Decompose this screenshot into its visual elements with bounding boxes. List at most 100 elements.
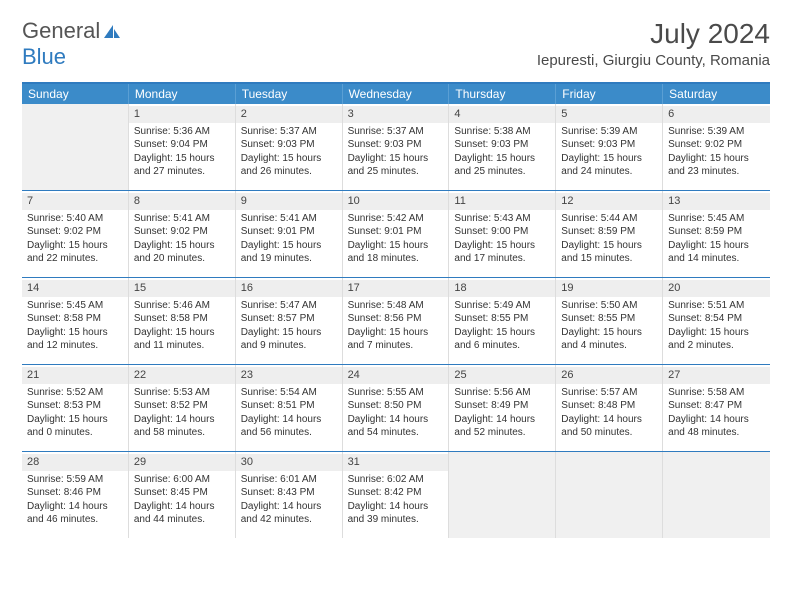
sunrise-line: Sunrise: 5:57 AM: [561, 386, 657, 400]
sunset-line: Sunset: 8:54 PM: [668, 312, 765, 326]
sunset-line: Sunset: 8:59 PM: [561, 225, 657, 239]
sunrise-line: Sunrise: 5:37 AM: [241, 125, 337, 139]
day-number: 28: [22, 454, 128, 471]
sunset-line: Sunset: 9:03 PM: [241, 138, 337, 152]
calendar-day: 14Sunrise: 5:45 AMSunset: 8:58 PMDayligh…: [22, 278, 129, 364]
calendar-day: 2Sunrise: 5:37 AMSunset: 9:03 PMDaylight…: [236, 104, 343, 190]
day-number: 13: [663, 193, 770, 210]
sunrise-line: Sunrise: 6:02 AM: [348, 473, 444, 487]
sunset-line: Sunset: 8:55 PM: [561, 312, 657, 326]
day-number: 15: [129, 280, 235, 297]
sunrise-line: Sunrise: 5:38 AM: [454, 125, 550, 139]
daylight-line: Daylight: 15 hours and 17 minutes.: [454, 239, 550, 266]
daylight-line: Daylight: 15 hours and 6 minutes.: [454, 326, 550, 353]
calendar-day-empty: [663, 452, 770, 538]
sunrise-line: Sunrise: 5:50 AM: [561, 299, 657, 313]
logo: GeneralBlue: [22, 18, 123, 70]
weekday-header: Thursday: [449, 84, 556, 104]
sunrise-line: Sunrise: 5:51 AM: [668, 299, 765, 313]
sunrise-line: Sunrise: 5:45 AM: [668, 212, 765, 226]
sunrise-line: Sunrise: 5:59 AM: [27, 473, 123, 487]
sunset-line: Sunset: 9:00 PM: [454, 225, 550, 239]
calendar-week-row: 7Sunrise: 5:40 AMSunset: 9:02 PMDaylight…: [22, 190, 770, 277]
calendar-day-empty: [449, 452, 556, 538]
sunrise-line: Sunrise: 5:56 AM: [454, 386, 550, 400]
calendar-day-empty: [556, 452, 663, 538]
sunset-line: Sunset: 8:58 PM: [134, 312, 230, 326]
sunset-line: Sunset: 8:42 PM: [348, 486, 444, 500]
weekday-header: Saturday: [663, 84, 770, 104]
daylight-line: Daylight: 15 hours and 0 minutes.: [27, 413, 123, 440]
sunset-line: Sunset: 8:46 PM: [27, 486, 123, 500]
calendar-day: 15Sunrise: 5:46 AMSunset: 8:58 PMDayligh…: [129, 278, 236, 364]
sunrise-line: Sunrise: 5:58 AM: [668, 386, 765, 400]
sunset-line: Sunset: 8:59 PM: [668, 225, 765, 239]
calendar-day: 24Sunrise: 5:55 AMSunset: 8:50 PMDayligh…: [343, 365, 450, 451]
calendar-week-row: 14Sunrise: 5:45 AMSunset: 8:58 PMDayligh…: [22, 277, 770, 364]
day-number: 1: [129, 106, 235, 123]
daylight-line: Daylight: 14 hours and 54 minutes.: [348, 413, 444, 440]
calendar-day: 12Sunrise: 5:44 AMSunset: 8:59 PMDayligh…: [556, 191, 663, 277]
weekday-header: Sunday: [22, 84, 129, 104]
calendar-week-row: 1Sunrise: 5:36 AMSunset: 9:04 PMDaylight…: [22, 104, 770, 190]
sunset-line: Sunset: 8:52 PM: [134, 399, 230, 413]
day-number: 20: [663, 280, 770, 297]
sunrise-line: Sunrise: 5:53 AM: [134, 386, 230, 400]
daylight-line: Daylight: 15 hours and 2 minutes.: [668, 326, 765, 353]
daylight-line: Daylight: 15 hours and 26 minutes.: [241, 152, 337, 179]
daylight-line: Daylight: 15 hours and 4 minutes.: [561, 326, 657, 353]
daylight-line: Daylight: 15 hours and 20 minutes.: [134, 239, 230, 266]
sunrise-line: Sunrise: 5:41 AM: [241, 212, 337, 226]
daylight-line: Daylight: 15 hours and 25 minutes.: [348, 152, 444, 179]
sunset-line: Sunset: 9:01 PM: [241, 225, 337, 239]
calendar: SundayMondayTuesdayWednesdayThursdayFrid…: [22, 82, 770, 538]
weekday-header: Friday: [556, 84, 663, 104]
calendar-day: 25Sunrise: 5:56 AMSunset: 8:49 PMDayligh…: [449, 365, 556, 451]
calendar-day: 5Sunrise: 5:39 AMSunset: 9:03 PMDaylight…: [556, 104, 663, 190]
sunset-line: Sunset: 8:51 PM: [241, 399, 337, 413]
sunset-line: Sunset: 8:53 PM: [27, 399, 123, 413]
calendar-day: 22Sunrise: 5:53 AMSunset: 8:52 PMDayligh…: [129, 365, 236, 451]
sunrise-line: Sunrise: 5:45 AM: [27, 299, 123, 313]
daylight-line: Daylight: 15 hours and 12 minutes.: [27, 326, 123, 353]
daylight-line: Daylight: 15 hours and 11 minutes.: [134, 326, 230, 353]
calendar-day: 7Sunrise: 5:40 AMSunset: 9:02 PMDaylight…: [22, 191, 129, 277]
day-number: 5: [556, 106, 662, 123]
sunrise-line: Sunrise: 5:48 AM: [348, 299, 444, 313]
sunrise-line: Sunrise: 6:00 AM: [134, 473, 230, 487]
sunrise-line: Sunrise: 5:43 AM: [454, 212, 550, 226]
page-header: GeneralBlue July 2024 Iepuresti, Giurgiu…: [22, 18, 770, 70]
day-number: 4: [449, 106, 555, 123]
sunrise-line: Sunrise: 5:54 AM: [241, 386, 337, 400]
day-number: 31: [343, 454, 449, 471]
day-number: 23: [236, 367, 342, 384]
day-number: 19: [556, 280, 662, 297]
calendar-day: 8Sunrise: 5:41 AMSunset: 9:02 PMDaylight…: [129, 191, 236, 277]
sunset-line: Sunset: 9:03 PM: [348, 138, 444, 152]
day-number: 29: [129, 454, 235, 471]
calendar-day: 26Sunrise: 5:57 AMSunset: 8:48 PMDayligh…: [556, 365, 663, 451]
day-number: 17: [343, 280, 449, 297]
calendar-day: 23Sunrise: 5:54 AMSunset: 8:51 PMDayligh…: [236, 365, 343, 451]
day-number: 8: [129, 193, 235, 210]
sunrise-line: Sunrise: 5:40 AM: [27, 212, 123, 226]
daylight-line: Daylight: 15 hours and 24 minutes.: [561, 152, 657, 179]
daylight-line: Daylight: 14 hours and 44 minutes.: [134, 500, 230, 527]
calendar-day: 27Sunrise: 5:58 AMSunset: 8:47 PMDayligh…: [663, 365, 770, 451]
day-number: 26: [556, 367, 662, 384]
sunset-line: Sunset: 9:03 PM: [561, 138, 657, 152]
weekday-header: Tuesday: [236, 84, 343, 104]
weekday-header: Monday: [129, 84, 236, 104]
daylight-line: Daylight: 14 hours and 39 minutes.: [348, 500, 444, 527]
sunrise-line: Sunrise: 5:36 AM: [134, 125, 230, 139]
title-block: July 2024 Iepuresti, Giurgiu County, Rom…: [537, 18, 770, 69]
day-number: 6: [663, 106, 770, 123]
sunset-line: Sunset: 9:02 PM: [668, 138, 765, 152]
sunset-line: Sunset: 9:01 PM: [348, 225, 444, 239]
daylight-line: Daylight: 14 hours and 58 minutes.: [134, 413, 230, 440]
calendar-day: 11Sunrise: 5:43 AMSunset: 9:00 PMDayligh…: [449, 191, 556, 277]
sunset-line: Sunset: 8:47 PM: [668, 399, 765, 413]
calendar-day: 28Sunrise: 5:59 AMSunset: 8:46 PMDayligh…: [22, 452, 129, 538]
daylight-line: Daylight: 15 hours and 19 minutes.: [241, 239, 337, 266]
day-number: 7: [22, 193, 128, 210]
